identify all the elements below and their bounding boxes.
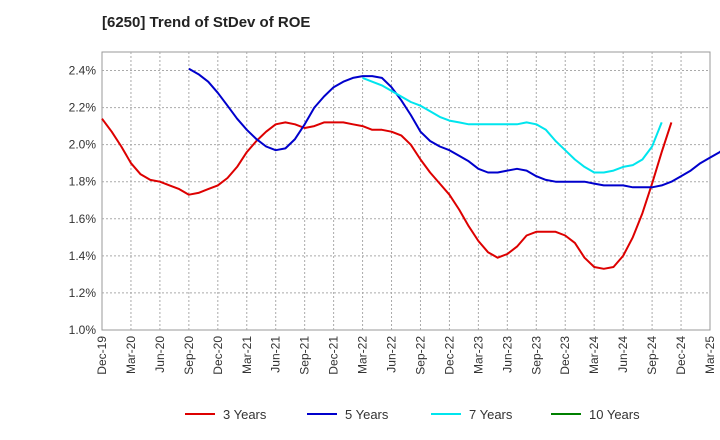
x-tick-label: Mar-25 [703, 336, 717, 374]
y-tick-label: 1.4% [69, 249, 97, 263]
x-tick-label: Dec-20 [211, 336, 225, 375]
legend-label-5-years: 5 Years [345, 407, 389, 422]
x-tick-label: Dec-24 [674, 336, 688, 375]
x-tick-label: Sep-20 [182, 336, 196, 375]
x-tick-label: Jun-23 [500, 336, 514, 373]
x-tick-label: Jun-22 [385, 336, 399, 373]
series-layer [101, 67, 720, 270]
x-tick-label: Mar-23 [471, 336, 485, 374]
series-line-7-years [362, 76, 663, 174]
y-tick-label: 2.2% [69, 101, 97, 115]
y-tick-label: 1.0% [69, 323, 97, 337]
plot-area [101, 51, 711, 331]
legend-label-7-years: 7 Years [469, 407, 513, 422]
x-tick-label: Mar-20 [124, 336, 138, 374]
y-tick-label: 1.2% [69, 286, 97, 300]
x-tick-label: Sep-22 [413, 336, 427, 375]
grid-layer [101, 51, 711, 331]
series-line-5-years [188, 67, 720, 189]
y-tick-label: 2.4% [69, 64, 97, 78]
y-tick-label: 1.8% [69, 175, 97, 189]
chart-title: [6250] Trend of StDev of ROE [102, 14, 311, 31]
x-tick-label: Mar-24 [587, 336, 601, 374]
x-tick-label: Jun-20 [153, 336, 167, 373]
x-tick-label: Dec-23 [558, 336, 572, 375]
x-tick-label: Mar-22 [356, 336, 370, 374]
y-tick-label: 1.6% [69, 212, 97, 226]
x-tick-label: Dec-19 [95, 336, 109, 375]
x-tick-label: Sep-21 [298, 336, 312, 375]
series-line-3-years [101, 118, 673, 270]
x-tick-label: Mar-21 [240, 336, 254, 374]
x-tick-label: Sep-23 [529, 336, 543, 375]
axis-layer: 1.0% 1.2% 1.4% 1.6% 1.8% 2.0% 2.2% 2.4% Dec-19 Ma… [69, 64, 717, 375]
legend: 3 Years 5 Years 7 Years 10 Years [185, 407, 640, 422]
y-tick-label: 2.0% [69, 138, 97, 152]
x-tick-label: Dec-21 [327, 336, 341, 375]
x-tick-label: Dec-22 [442, 336, 456, 375]
x-tick-label: Jun-21 [269, 336, 283, 373]
x-tick-label: Sep-24 [645, 336, 659, 375]
legend-label-10-years: 10 Years [589, 407, 640, 422]
x-tick-label: Jun-24 [616, 336, 630, 373]
legend-label-3-years: 3 Years [223, 407, 267, 422]
